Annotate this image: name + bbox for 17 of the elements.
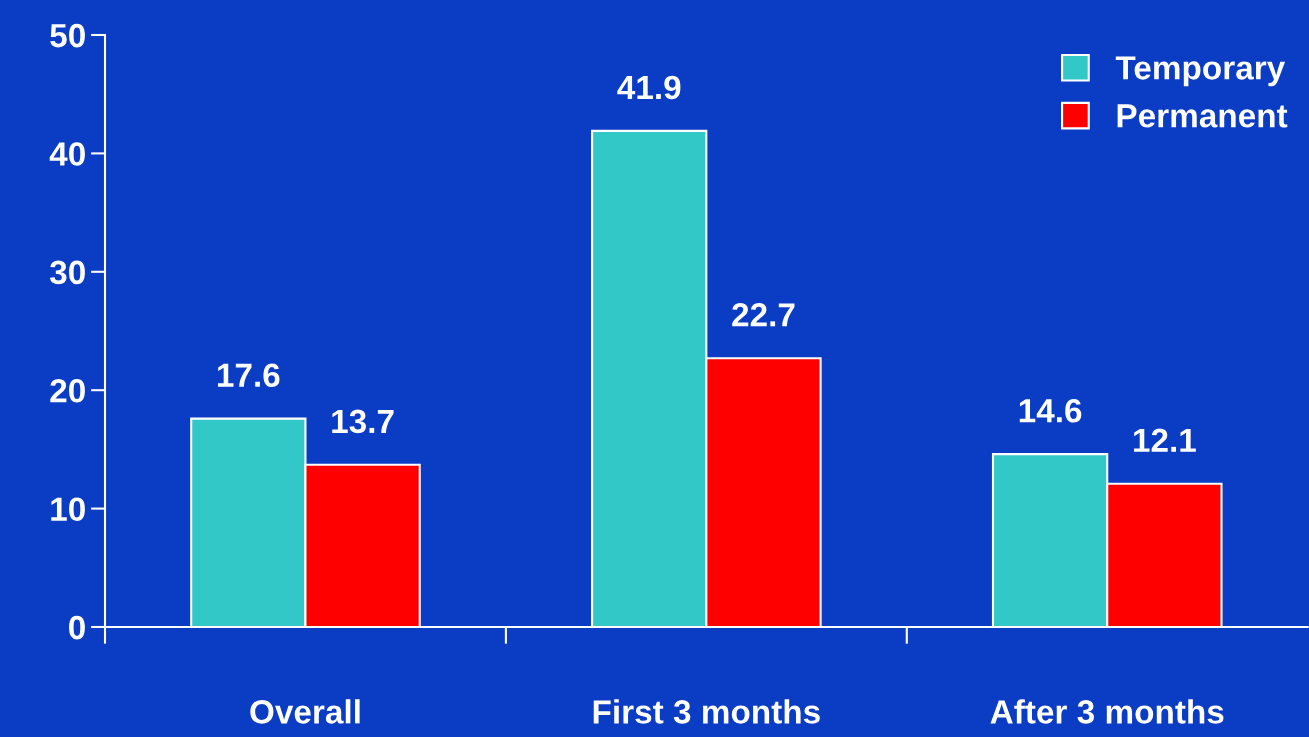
legend-label: Permanent bbox=[1117, 104, 1288, 128]
data-label: 17.6 bbox=[217, 363, 280, 388]
legend-label: Temporary bbox=[1115, 56, 1286, 87]
x-tick-label: After 3 months bbox=[990, 699, 1224, 724]
y-tick-label: 20 bbox=[50, 379, 85, 403]
y-tick-label: 40 bbox=[49, 142, 85, 166]
y-tick-label: 10 bbox=[51, 497, 85, 522]
data-label: 12.1 bbox=[1134, 428, 1196, 452]
data-label: 22.7 bbox=[732, 303, 795, 327]
data-label: 13.7 bbox=[332, 409, 394, 434]
y-tick-label: 30 bbox=[49, 260, 85, 285]
x-tick-label: First 3 months bbox=[593, 699, 820, 724]
data-label: 14.6 bbox=[1019, 398, 1082, 423]
data-label: 41.9 bbox=[617, 75, 681, 100]
y-tick-label: 50 bbox=[50, 23, 85, 48]
x-tick-label: Overall bbox=[250, 699, 360, 724]
y-tick-label: 0 bbox=[69, 615, 85, 640]
